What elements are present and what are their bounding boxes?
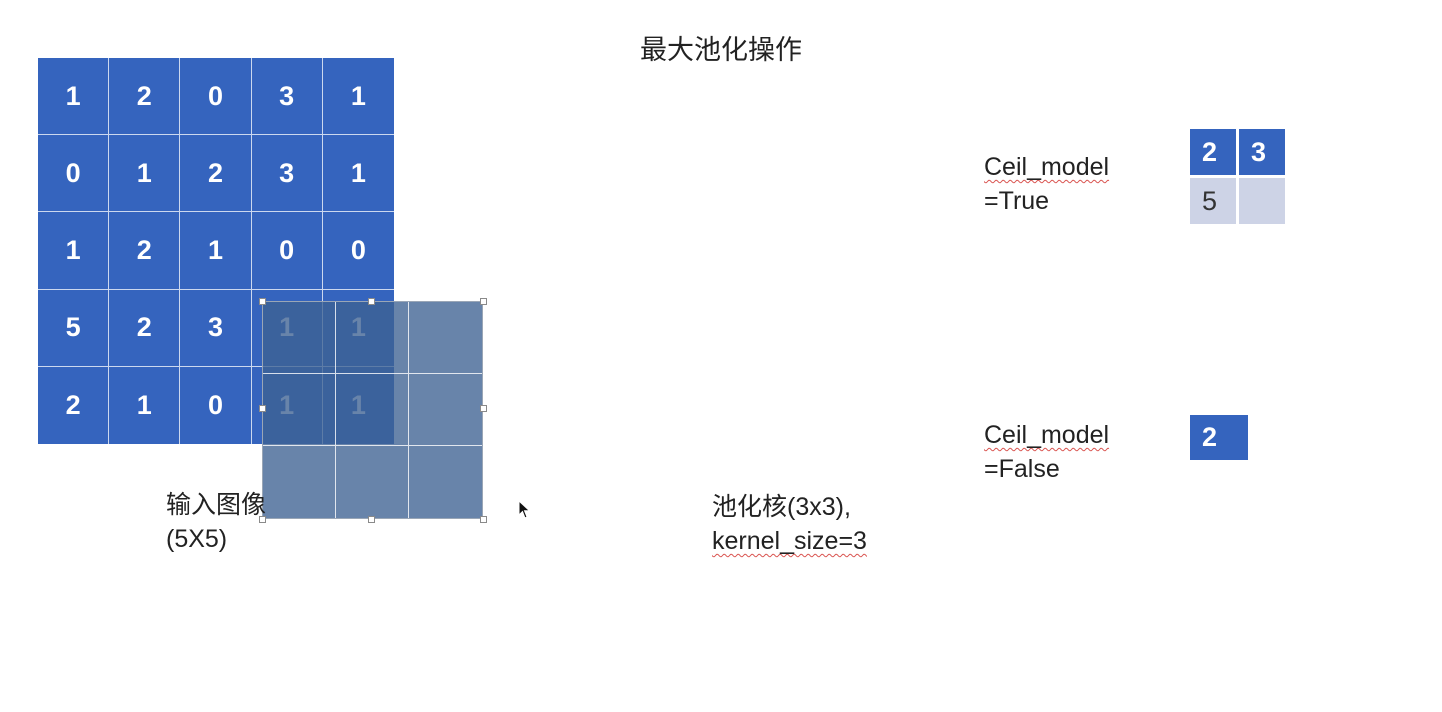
matrix-cell: 1 [109, 366, 181, 444]
ceil-false-line1: Ceil_model [984, 421, 1110, 449]
input-image-label: 输入图像 (5X5) [166, 488, 266, 556]
matrix-cell: 2 [38, 366, 110, 444]
mouse-cursor-icon [518, 500, 531, 519]
resize-handle-br[interactable] [480, 516, 487, 523]
output-cell [1239, 178, 1285, 224]
matrix-cell: 2 [109, 58, 181, 136]
pooling-kernel[interactable] [262, 301, 483, 519]
ceil-true-label: Ceil_model =True [984, 150, 1109, 218]
kernel-cell [263, 446, 336, 518]
input-label-line1: 输入图像 [166, 491, 267, 519]
matrix-cell: 5 [38, 289, 110, 367]
kernel-cell [409, 302, 482, 374]
kernel-cell [263, 302, 336, 374]
ceil-true-line1: Ceil_model [984, 153, 1110, 181]
kernel-cell [336, 302, 409, 374]
matrix-cell: 1 [322, 135, 394, 213]
resize-handle-ml[interactable] [259, 405, 266, 412]
matrix-cell: 0 [251, 212, 323, 290]
matrix-cell: 0 [38, 135, 110, 213]
output-cell: 5 [1190, 178, 1236, 224]
kernel-label-line1: 池化核(3x3), [712, 493, 851, 521]
resize-handle-bm[interactable] [368, 516, 375, 523]
matrix-cell: 1 [38, 58, 110, 136]
matrix-cell: 1 [180, 212, 252, 290]
resize-handle-mr[interactable] [480, 405, 487, 412]
input-label-line2: (5X5) [166, 525, 228, 553]
matrix-cell: 0 [180, 58, 252, 136]
output-cell: 3 [1239, 129, 1285, 175]
kernel-cell [336, 446, 409, 518]
matrix-cell: 2 [109, 212, 181, 290]
matrix-cell: 1 [109, 135, 181, 213]
kernel-cell [263, 374, 336, 446]
output-cell: 2 [1190, 415, 1248, 460]
kernel-cell [409, 374, 482, 446]
page-title: 最大池化操作 [640, 35, 802, 66]
matrix-cell: 0 [322, 212, 394, 290]
kernel-label-line2: kernel_size=3 [712, 527, 867, 555]
matrix-cell: 1 [38, 212, 110, 290]
ceil-false-label: Ceil_model =False [984, 418, 1109, 486]
ceil-true-line2: =True [984, 187, 1050, 215]
kernel-label: 池化核(3x3), kernel_size=3 [712, 490, 867, 558]
matrix-cell: 2 [109, 289, 181, 367]
resize-handle-tm[interactable] [368, 298, 375, 305]
matrix-cell: 0 [180, 366, 252, 444]
kernel-cell [336, 374, 409, 446]
matrix-cell: 1 [322, 58, 394, 136]
resize-handle-tl[interactable] [259, 298, 266, 305]
matrix-cell: 2 [180, 135, 252, 213]
resize-handle-tr[interactable] [480, 298, 487, 305]
resize-handle-bl[interactable] [259, 516, 266, 523]
ceil-false-line2: =False [984, 455, 1060, 483]
matrix-cell: 3 [251, 135, 323, 213]
kernel-cell [409, 446, 482, 518]
ceil-false-output-grid: 2 [1190, 415, 1248, 460]
output-cell: 2 [1190, 129, 1236, 175]
matrix-cell: 3 [180, 289, 252, 367]
matrix-cell: 3 [251, 58, 323, 136]
